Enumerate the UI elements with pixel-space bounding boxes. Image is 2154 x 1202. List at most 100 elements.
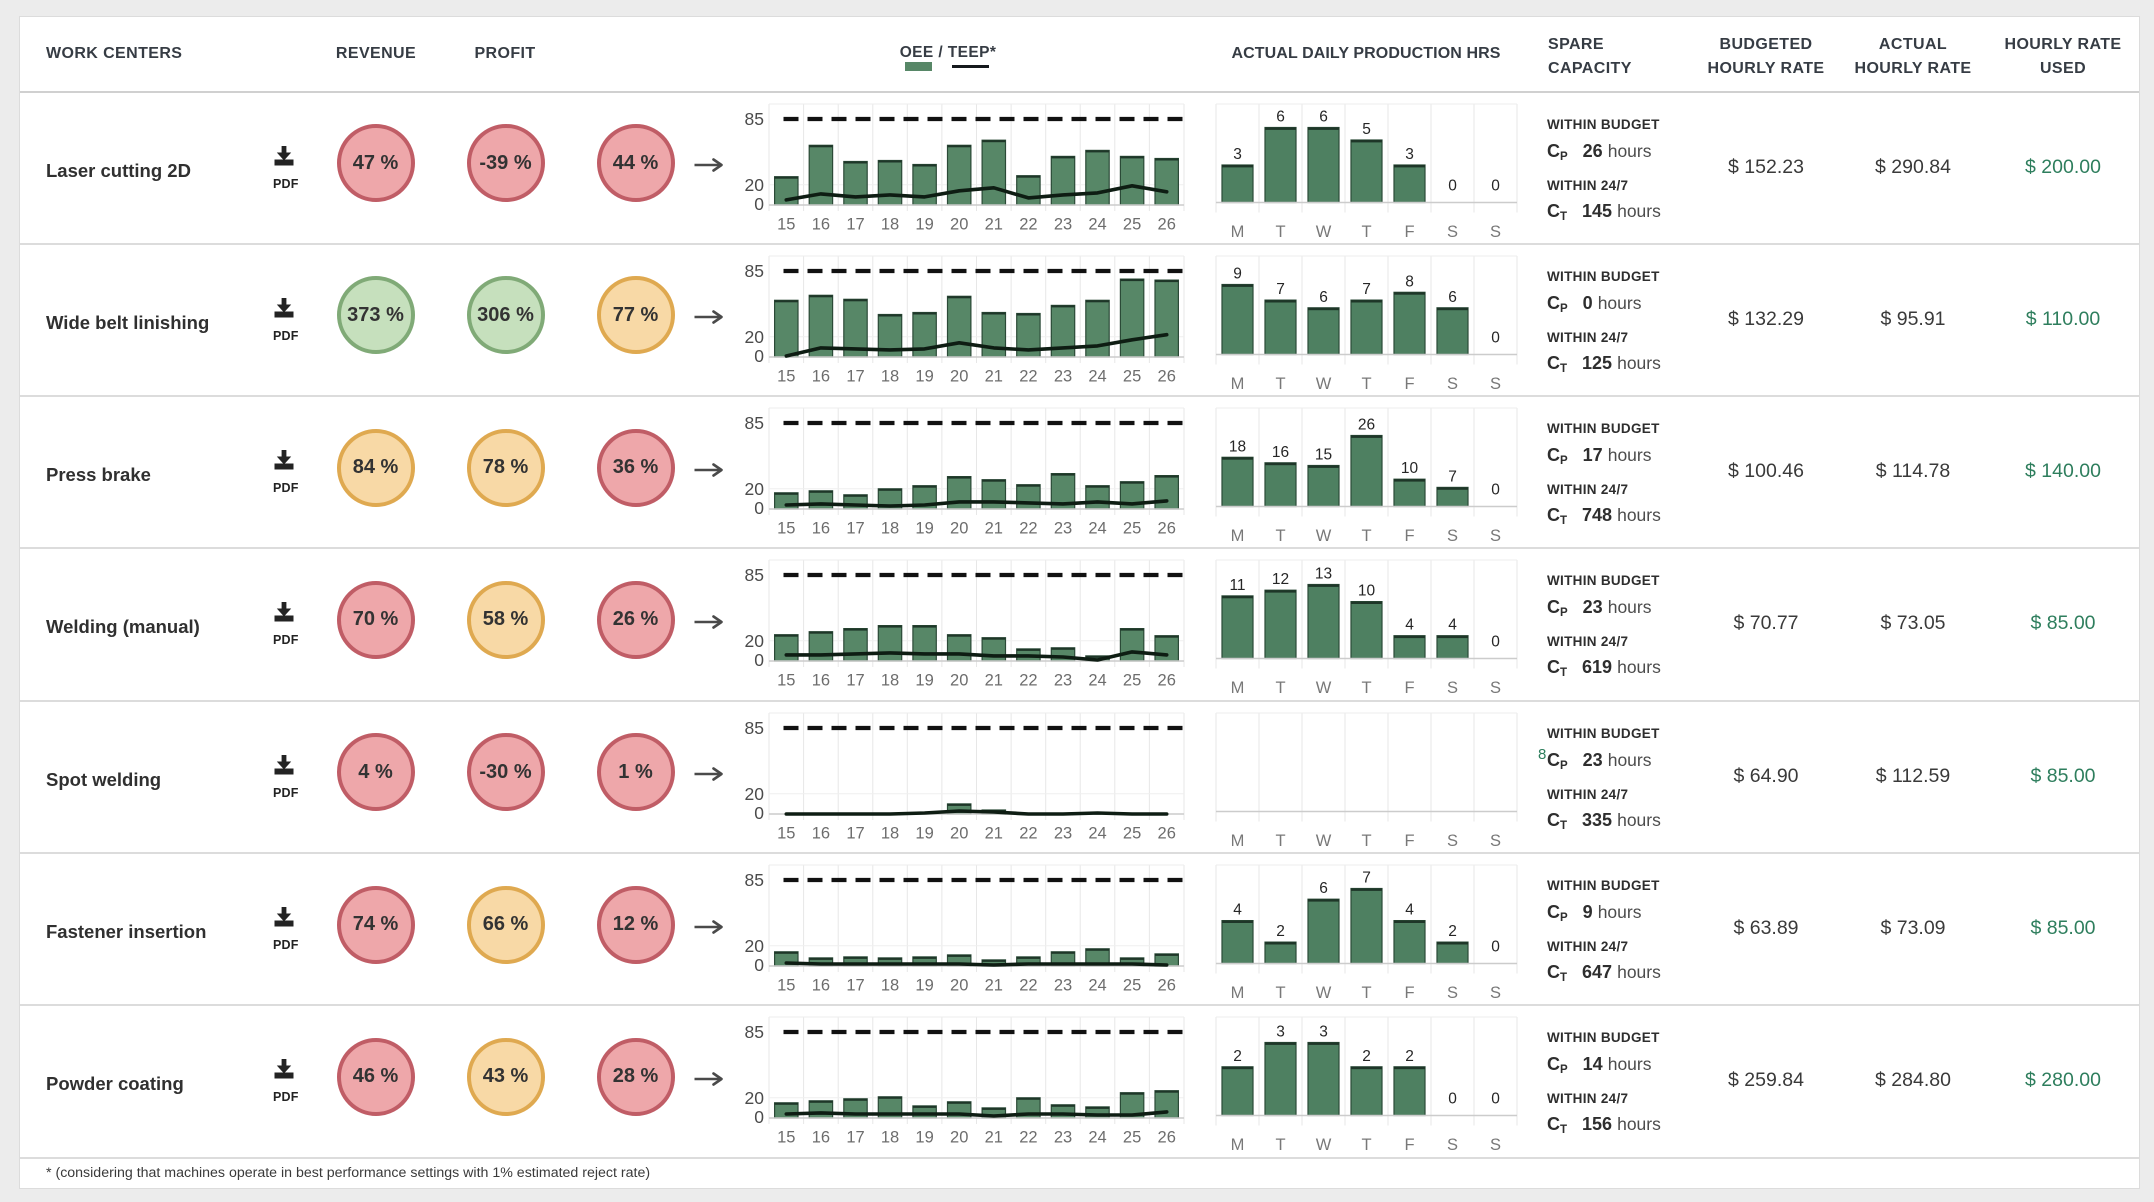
svg-text:19: 19 <box>915 215 933 233</box>
svg-text:20: 20 <box>950 1129 968 1147</box>
svg-text:11: 11 <box>1229 577 1245 594</box>
svg-text:S: S <box>1447 832 1458 850</box>
svg-text:85: 85 <box>745 261 764 281</box>
svg-text:8: 8 <box>1405 273 1414 290</box>
svg-text:4: 4 <box>1233 902 1242 919</box>
svg-text:85: 85 <box>745 413 764 433</box>
svg-text:T: T <box>1361 375 1371 393</box>
svg-text:0: 0 <box>1491 177 1500 194</box>
svg-text:7: 7 <box>1448 468 1457 485</box>
svg-text:19: 19 <box>915 520 933 538</box>
svg-text:23: 23 <box>1054 1129 1072 1147</box>
svg-text:16: 16 <box>812 672 830 690</box>
svg-text:M: M <box>1231 375 1245 393</box>
svg-text:20: 20 <box>950 824 968 842</box>
svg-text:18: 18 <box>881 520 899 538</box>
svg-text:16: 16 <box>812 367 830 385</box>
svg-text:S: S <box>1447 679 1458 697</box>
svg-text:17: 17 <box>846 367 864 385</box>
svg-text:19: 19 <box>915 367 933 385</box>
svg-text:F: F <box>1404 679 1414 697</box>
svg-text:15: 15 <box>777 977 795 995</box>
svg-text:22: 22 <box>1019 215 1037 233</box>
svg-text:24: 24 <box>1088 672 1106 690</box>
svg-text:W: W <box>1316 984 1332 1002</box>
svg-text:2: 2 <box>1276 923 1285 940</box>
svg-text:20: 20 <box>745 783 765 803</box>
svg-text:10: 10 <box>1358 583 1376 600</box>
svg-text:2: 2 <box>1448 923 1457 940</box>
svg-text:S: S <box>1490 984 1501 1002</box>
svg-text:23: 23 <box>1054 672 1072 690</box>
svg-text:S: S <box>1447 527 1458 545</box>
svg-text:T: T <box>1361 984 1371 1002</box>
svg-text:2: 2 <box>1405 1048 1414 1065</box>
svg-text:19: 19 <box>915 672 933 690</box>
svg-text:T: T <box>1275 527 1285 545</box>
svg-text:17: 17 <box>846 1129 864 1147</box>
svg-text:F: F <box>1404 223 1414 241</box>
svg-text:20: 20 <box>745 327 765 347</box>
svg-text:16: 16 <box>812 520 830 538</box>
svg-text:24: 24 <box>1088 824 1106 842</box>
svg-text:0: 0 <box>754 1107 764 1127</box>
svg-text:W: W <box>1316 1136 1332 1154</box>
svg-text:0: 0 <box>754 194 764 214</box>
svg-text:16: 16 <box>1272 444 1289 461</box>
svg-text:18: 18 <box>881 672 899 690</box>
svg-text:85: 85 <box>745 565 764 585</box>
svg-text:T: T <box>1361 832 1371 850</box>
svg-text:0: 0 <box>754 803 764 823</box>
svg-text:22: 22 <box>1019 367 1037 385</box>
svg-text:23: 23 <box>1054 215 1072 233</box>
svg-text:18: 18 <box>881 824 899 842</box>
svg-text:T: T <box>1275 1136 1285 1154</box>
svg-text:18: 18 <box>881 367 899 385</box>
svg-text:25: 25 <box>1123 824 1141 842</box>
svg-text:17: 17 <box>846 520 864 538</box>
svg-text:85: 85 <box>745 1022 764 1042</box>
svg-text:15: 15 <box>777 672 795 690</box>
svg-text:0: 0 <box>1448 177 1457 194</box>
svg-text:2: 2 <box>1233 1048 1242 1065</box>
svg-text:T: T <box>1361 223 1371 241</box>
svg-text:0: 0 <box>754 650 764 670</box>
svg-text:M: M <box>1231 527 1245 545</box>
svg-text:22: 22 <box>1019 672 1037 690</box>
svg-text:22: 22 <box>1019 824 1037 842</box>
svg-text:T: T <box>1275 679 1285 697</box>
svg-text:2: 2 <box>1362 1048 1371 1065</box>
svg-text:85: 85 <box>745 109 764 129</box>
svg-text:16: 16 <box>812 824 830 842</box>
svg-text:25: 25 <box>1123 1129 1141 1147</box>
svg-text:M: M <box>1231 984 1245 1002</box>
svg-text:26: 26 <box>1158 367 1176 385</box>
svg-text:3: 3 <box>1233 146 1242 163</box>
svg-text:T: T <box>1361 679 1371 697</box>
svg-text:85: 85 <box>745 718 764 738</box>
svg-text:S: S <box>1490 1136 1501 1154</box>
svg-text:M: M <box>1231 223 1245 241</box>
svg-text:20: 20 <box>745 936 765 956</box>
svg-text:S: S <box>1447 984 1458 1002</box>
svg-text:0: 0 <box>1491 634 1500 651</box>
svg-text:24: 24 <box>1088 215 1106 233</box>
svg-text:W: W <box>1316 527 1332 545</box>
svg-text:21: 21 <box>985 977 1003 995</box>
svg-text:3: 3 <box>1276 1024 1285 1041</box>
svg-text:6: 6 <box>1319 289 1328 306</box>
svg-text:17: 17 <box>846 672 864 690</box>
svg-text:7: 7 <box>1362 870 1371 887</box>
svg-text:F: F <box>1404 1136 1414 1154</box>
svg-text:26: 26 <box>1158 672 1176 690</box>
svg-text:18: 18 <box>881 215 899 233</box>
svg-text:23: 23 <box>1054 824 1072 842</box>
svg-text:25: 25 <box>1123 367 1141 385</box>
svg-text:15: 15 <box>777 215 795 233</box>
svg-text:7: 7 <box>1362 281 1371 298</box>
svg-text:12: 12 <box>1272 572 1289 589</box>
svg-text:4: 4 <box>1405 902 1414 919</box>
svg-text:0: 0 <box>1491 329 1500 346</box>
svg-text:3: 3 <box>1405 146 1414 163</box>
svg-text:0: 0 <box>1491 1091 1500 1108</box>
